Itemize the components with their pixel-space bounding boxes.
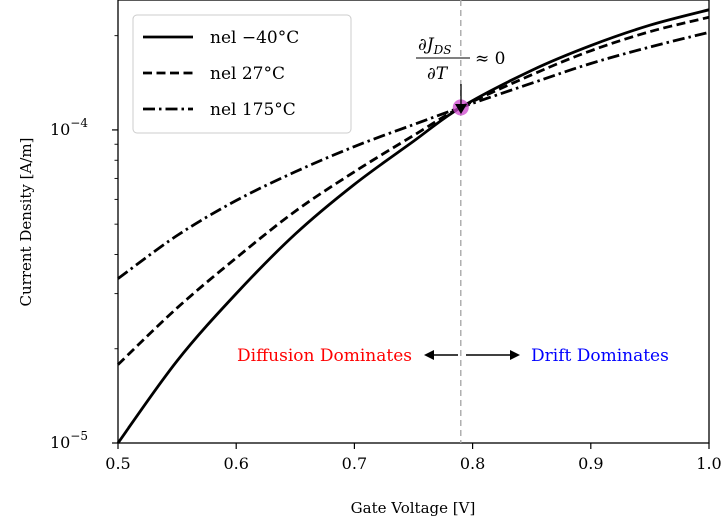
right-arrow-head — [510, 350, 520, 360]
y-tick-label: 10−4 — [50, 116, 88, 139]
x-tick-label: 1.0 — [696, 454, 721, 473]
y-axis-label: Current Density [A/m] — [17, 138, 35, 307]
series-line-0 — [116, 8, 710, 444]
zero-tc-denominator: ∂T — [427, 64, 449, 84]
legend-label-2: nel 175°C — [210, 100, 296, 120]
zero-tc-annotation: ∂JDS ∂T ≈ 0 — [416, 35, 505, 114]
y-tick-label: 10−5 — [50, 429, 88, 452]
drift-dominates-label: Drift Dominates — [531, 346, 669, 366]
x-tick-label: 0.5 — [105, 454, 130, 473]
legend: nel −40°C nel 27°C nel 175°C — [132, 14, 352, 134]
legend-label-0: nel −40°C — [210, 28, 299, 48]
legend-box — [132, 14, 352, 134]
zero-tc-numerator-sub: DS — [433, 43, 452, 57]
zero-tc-relation: ≈ 0 — [475, 49, 505, 69]
x-tick-label: 0.8 — [460, 454, 485, 473]
y-tick-exponent: −5 — [70, 429, 88, 443]
x-ticks: 0.5 0.6 0.7 0.8 0.9 1.0 — [105, 443, 722, 473]
legend-label-1: nel 27°C — [210, 64, 285, 84]
series-line-1 — [117, 15, 710, 366]
annotation-arrow-head — [455, 104, 467, 114]
plot-frame — [117, 0, 710, 444]
x-axis-label: Gate Voltage [V] — [351, 499, 476, 517]
x-tick-label: 0.9 — [578, 454, 603, 473]
x-tick-label: 0.6 — [223, 454, 248, 473]
zero-tc-numerator: ∂JDS — [418, 35, 451, 57]
series-line-2 — [117, 30, 710, 280]
x-tick-label: 0.7 — [342, 454, 367, 473]
regime-arrows — [424, 350, 520, 360]
series-layer — [116, 8, 710, 444]
left-arrow-head — [424, 350, 434, 360]
y-tick-exponent: −4 — [70, 116, 88, 130]
y-ticks: 10−5 10−4 — [50, 35, 118, 452]
diffusion-dominates-label: Diffusion Dominates — [237, 346, 412, 366]
